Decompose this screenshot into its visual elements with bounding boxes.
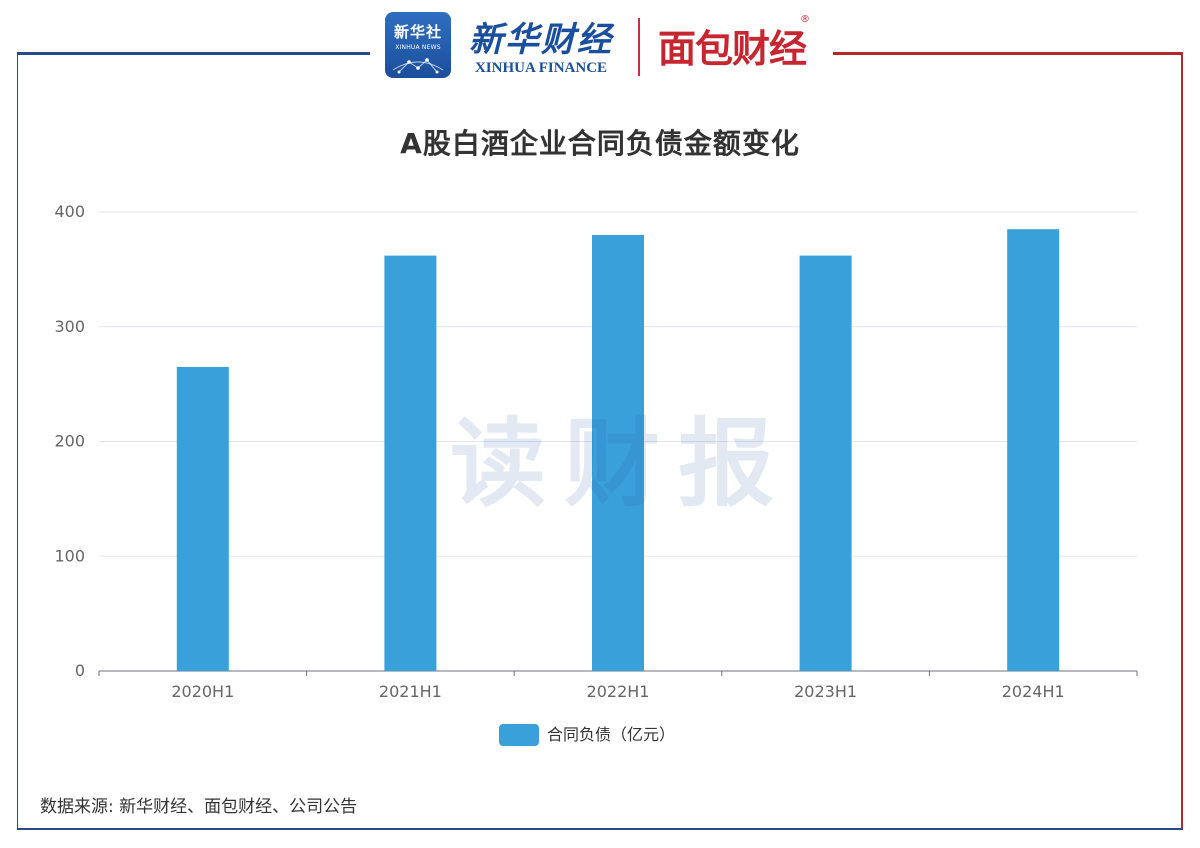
frame-bottom-border	[17, 828, 1183, 830]
y-tick-label: 300	[54, 317, 85, 336]
logo-separator	[638, 18, 640, 76]
y-tick-label: 200	[54, 432, 85, 451]
frame-right-border	[1181, 52, 1183, 830]
y-tick-label: 400	[54, 202, 85, 221]
x-tick-label: 2022H1	[587, 682, 650, 701]
x-tick-label: 2024H1	[1002, 682, 1065, 701]
registered-mark: ®	[800, 14, 810, 25]
mianbao-finance-logo: 面包财经	[658, 27, 807, 71]
bar	[592, 234, 644, 671]
network-globe-icon	[392, 58, 444, 74]
bar	[176, 366, 229, 671]
xinhua-news-logo: 新华社 XINHUA NEWS	[385, 12, 451, 78]
xinhua-news-logo-cn: 新华社	[393, 23, 442, 41]
legend-swatch	[499, 724, 539, 746]
bar	[384, 255, 437, 672]
frame-top-right-border	[833, 52, 1183, 55]
y-tick-label: 100	[54, 546, 85, 565]
chart-title: A股白酒企业合同负债金额变化	[400, 127, 800, 160]
legend-label: 合同负债（亿元）	[547, 725, 676, 744]
xinhua-finance-logo-en: XINHUA FINANCE	[474, 60, 608, 76]
x-tick-label: 2023H1	[794, 682, 857, 701]
xinhua-news-logo-en: XINHUA NEWS	[395, 44, 441, 51]
data-source-note: 数据来源: 新华财经、面包财经、公司公告	[40, 797, 358, 817]
y-tick-label: 0	[75, 661, 85, 680]
frame-left-border	[17, 52, 18, 830]
watermark: 读财报	[450, 408, 792, 520]
bar	[799, 255, 852, 672]
x-tick-label: 2020H1	[171, 682, 234, 701]
bar	[1007, 229, 1060, 671]
xinhua-finance-logo-cn: 新华财经	[469, 20, 613, 60]
frame-top-left-border	[17, 52, 370, 55]
x-tick-label: 2021H1	[379, 682, 442, 701]
